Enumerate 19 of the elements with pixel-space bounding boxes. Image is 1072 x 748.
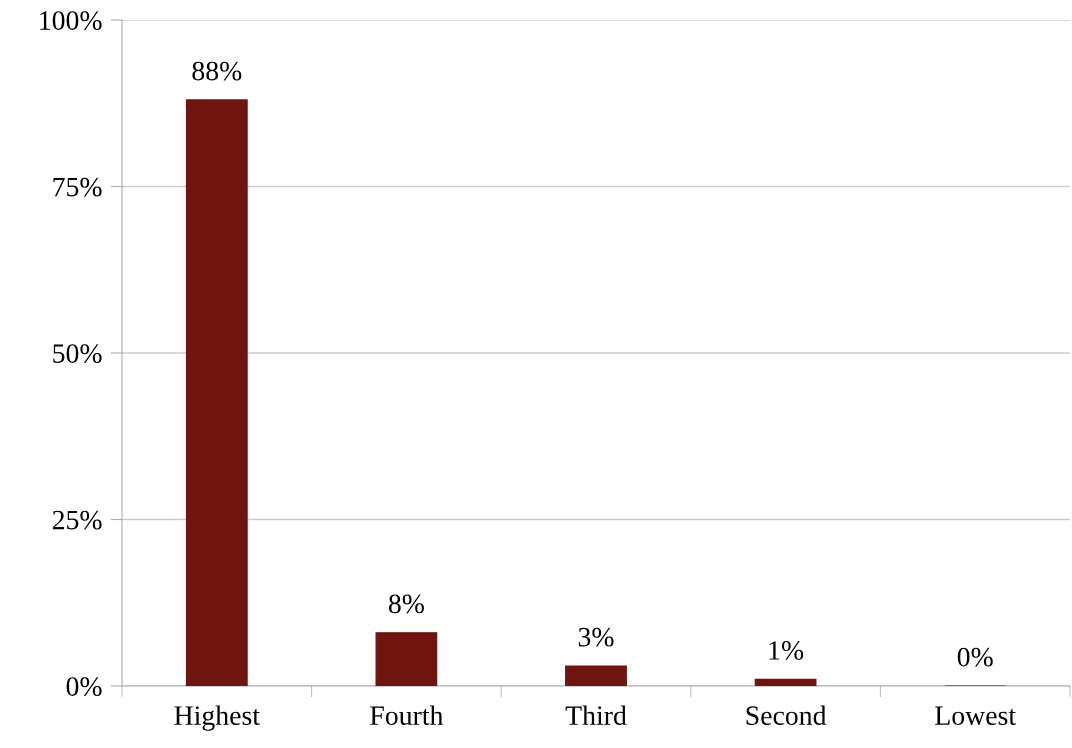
data-label: 8% <box>388 594 424 614</box>
y-tick-label: 100% <box>40 11 102 30</box>
data-label: 1% <box>769 641 804 660</box>
x-tick-label: Highest <box>174 705 260 731</box>
bar <box>375 632 438 686</box>
bar <box>185 99 248 686</box>
data-label: 88% <box>192 61 242 81</box>
y-tick-label: 75% <box>53 177 102 197</box>
y-tick-label: 50% <box>53 344 102 363</box>
bar <box>565 665 627 686</box>
x-tick-label: Fourth <box>370 705 444 725</box>
x-tick-label: Second <box>746 705 827 725</box>
y-tick-label: 25% <box>52 510 102 530</box>
data-label: 0% <box>957 647 993 667</box>
bar <box>754 678 817 686</box>
data-label: 3% <box>578 627 614 647</box>
x-tick-label: Lowest <box>935 706 1016 725</box>
y-tick-label: 0% <box>66 677 102 696</box>
x-tick-label: Third <box>565 705 627 725</box>
